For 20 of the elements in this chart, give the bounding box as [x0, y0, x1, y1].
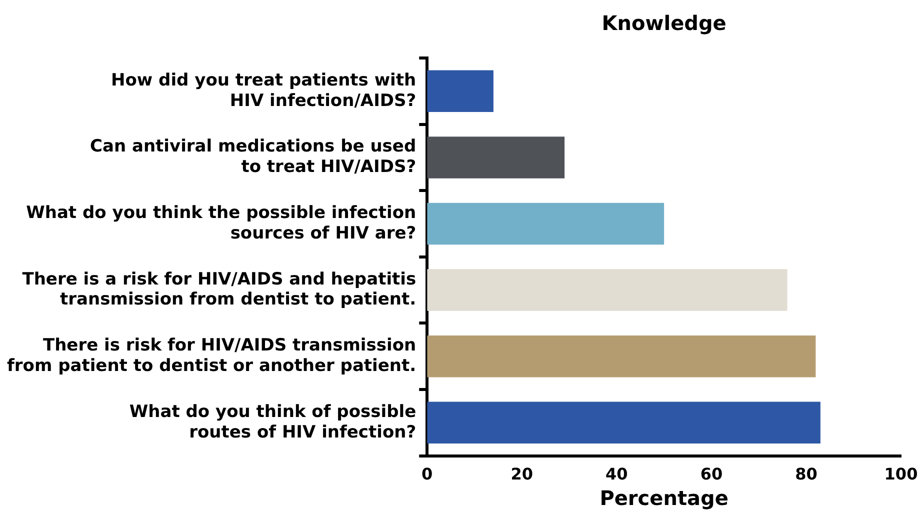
y-tick-label: What do you think the possible infection sources of HIV are?	[26, 202, 416, 244]
y-tick-label: Can antiviral medications be used to treat HIV/AIDS?	[90, 136, 416, 178]
x-tick-label: 40	[606, 464, 628, 484]
y-tick-label: There is risk for HIV/AIDS transmission from patient to dentist or another patient.	[6, 336, 416, 376]
y-tick-label: There is a risk for HIV/AIDS and hepatitis transmission from dentist to patient.	[22, 269, 416, 310]
bar	[427, 70, 494, 112]
x-tick-label: 20	[510, 464, 534, 484]
x-axis-title: Percentage	[600, 486, 728, 510]
x-tick-label: 60	[700, 464, 723, 484]
bar	[427, 202, 664, 245]
x-tick-label: 0	[422, 464, 433, 484]
bar	[427, 335, 816, 378]
x-tick-label: 80	[795, 464, 818, 484]
bar	[427, 402, 820, 444]
chart-title: Knowledge	[602, 11, 726, 36]
bar	[427, 269, 788, 311]
x-tick-label: 100	[884, 464, 918, 484]
bar	[427, 136, 565, 178]
y-tick-label: What do you think of possible routes of HIV infection?	[129, 402, 416, 442]
y-tick-label: How did you treat patients with HIV infection/AIDS?	[111, 70, 416, 111]
